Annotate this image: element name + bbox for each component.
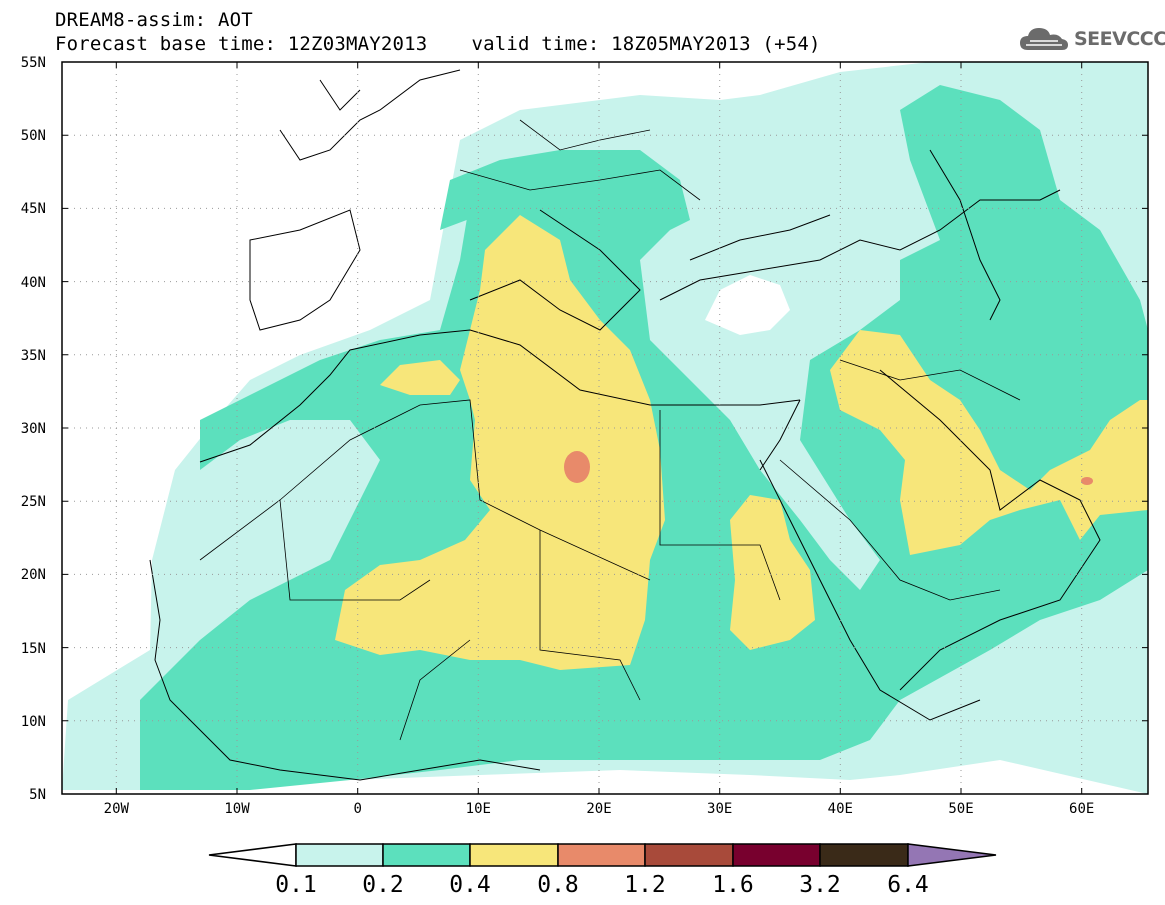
coastlines <box>149 69 1101 781</box>
lat-label: 25N <box>21 494 46 510</box>
aot-contour-0.8-gulf <box>1081 477 1093 485</box>
aot-contour-0.4-morocco <box>380 360 460 395</box>
cloud-logo-icon <box>1020 28 1068 50</box>
lon-labels: 20W 10W 0 10E 20E 30E 40E 50E 60E <box>104 801 1095 817</box>
lon-label: 0 <box>353 801 361 817</box>
lon-label: 50E <box>948 801 973 817</box>
aot-contour-0.4-arabia <box>830 330 1148 555</box>
map-fill <box>62 62 1148 794</box>
lat-label: 10N <box>21 714 46 730</box>
lon-label: 30E <box>707 801 732 817</box>
lat-label: 35N <box>21 348 46 364</box>
logo-text: SEEVCCC <box>1074 28 1165 50</box>
map-title: DREAM8-assim: AOT <box>55 9 253 31</box>
base-time: Forecast base time: 12Z03MAY2013 <box>55 33 428 55</box>
lat-label: 45N <box>21 201 46 217</box>
lon-label: 10E <box>466 801 491 817</box>
lat-label: 20N <box>21 567 46 583</box>
lon-label: 60E <box>1069 801 1094 817</box>
aot-contour-0.4-sahara <box>335 215 665 670</box>
lon-label: 40E <box>828 801 853 817</box>
valid-time: valid time: 18Z05MAY2013 (+54) <box>471 33 821 55</box>
aot-contour-0.8-libya <box>564 451 590 483</box>
seevccc-logo: SEEVCCC <box>1018 22 1165 56</box>
lat-label: 15N <box>21 641 46 657</box>
lat-label: 50N <box>21 128 46 144</box>
aot-contour-0.4-sudan <box>730 495 815 650</box>
lat-label: 55N <box>21 55 46 71</box>
aot-contour-0.2-europe <box>440 150 690 235</box>
lat-label: 30N <box>21 421 46 437</box>
graticule <box>62 62 1148 794</box>
lon-label: 20E <box>586 801 611 817</box>
lon-label: 10W <box>224 801 250 817</box>
lat-label: 5N <box>29 787 46 803</box>
forecast-time-line: Forecast base time: 12Z03MAY2013 valid ti… <box>55 33 821 55</box>
axis-ticks <box>62 61 1148 794</box>
borders <box>199 119 1021 741</box>
lon-label: 20W <box>104 801 130 817</box>
clear-area-turkey <box>705 275 790 335</box>
lat-labels: 55N 50N 45N 40N 35N 30N 25N 20N 15N 10N … <box>21 55 46 803</box>
lat-label: 40N <box>21 275 46 291</box>
